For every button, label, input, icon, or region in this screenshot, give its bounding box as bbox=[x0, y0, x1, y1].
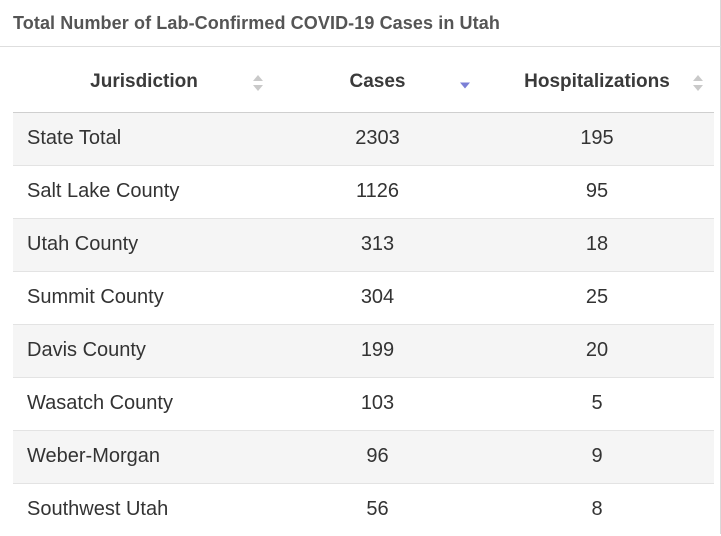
hospitalizations-cell: 18 bbox=[480, 218, 714, 272]
column-header-label: Cases bbox=[349, 71, 406, 93]
table-row: Salt Lake County 1126 95 bbox=[13, 165, 714, 219]
table-row: State Total 2303 195 bbox=[13, 112, 714, 166]
hospitalizations-cell: 5 bbox=[480, 377, 714, 431]
jurisdiction-cell: Davis County bbox=[13, 324, 275, 378]
sort-both-icon[interactable] bbox=[692, 72, 704, 94]
jurisdiction-cell: Weber-Morgan bbox=[13, 430, 275, 484]
jurisdiction-cell: Salt Lake County bbox=[13, 165, 275, 219]
jurisdiction-cell: Summit County bbox=[13, 271, 275, 325]
column-header-cases[interactable]: Cases bbox=[275, 55, 480, 113]
column-header-label: Jurisdiction bbox=[90, 71, 198, 93]
column-header-hospitalizations[interactable]: Hospitalizations bbox=[480, 55, 714, 113]
table-title: Total Number of Lab-Confirmed COVID-19 C… bbox=[13, 12, 500, 33]
hospitalizations-cell: 25 bbox=[480, 271, 714, 325]
jurisdiction-cell: State Total bbox=[13, 112, 275, 166]
jurisdiction-cell: Utah County bbox=[13, 218, 275, 272]
sort-descending-icon[interactable] bbox=[459, 78, 471, 100]
table-row: Weber-Morgan 96 9 bbox=[13, 430, 714, 484]
jurisdiction-cell: Southwest Utah bbox=[13, 483, 275, 536]
cases-cell: 96 bbox=[275, 430, 480, 484]
table-row: Utah County 313 18 bbox=[13, 218, 714, 272]
table-row: Wasatch County 103 5 bbox=[13, 377, 714, 431]
cases-cell: 1126 bbox=[275, 165, 480, 219]
hospitalizations-cell: 20 bbox=[480, 324, 714, 378]
hospitalizations-cell: 95 bbox=[480, 165, 714, 219]
cases-cell: 56 bbox=[275, 483, 480, 536]
jurisdiction-cell: Wasatch County bbox=[13, 377, 275, 431]
cases-cell: 313 bbox=[275, 218, 480, 272]
cases-table: Jurisdiction Cases bbox=[13, 55, 714, 536]
hospitalizations-cell: 195 bbox=[480, 112, 714, 166]
cases-cell: 2303 bbox=[275, 112, 480, 166]
hospitalizations-cell: 9 bbox=[480, 430, 714, 484]
cases-cell: 103 bbox=[275, 377, 480, 431]
cases-cell: 304 bbox=[275, 271, 480, 325]
sort-both-icon[interactable] bbox=[252, 72, 264, 94]
header-row: Jurisdiction Cases bbox=[13, 55, 714, 113]
hospitalizations-cell: 8 bbox=[480, 483, 714, 536]
column-header-label: Hospitalizations bbox=[524, 71, 670, 93]
table-row: Summit County 304 25 bbox=[13, 271, 714, 325]
cases-cell: 199 bbox=[275, 324, 480, 378]
column-header-jurisdiction[interactable]: Jurisdiction bbox=[13, 55, 275, 113]
table-row: Southwest Utah 56 8 bbox=[13, 483, 714, 536]
table-row: Davis County 199 20 bbox=[13, 324, 714, 378]
table-title-bar: Total Number of Lab-Confirmed COVID-19 C… bbox=[0, 0, 721, 47]
